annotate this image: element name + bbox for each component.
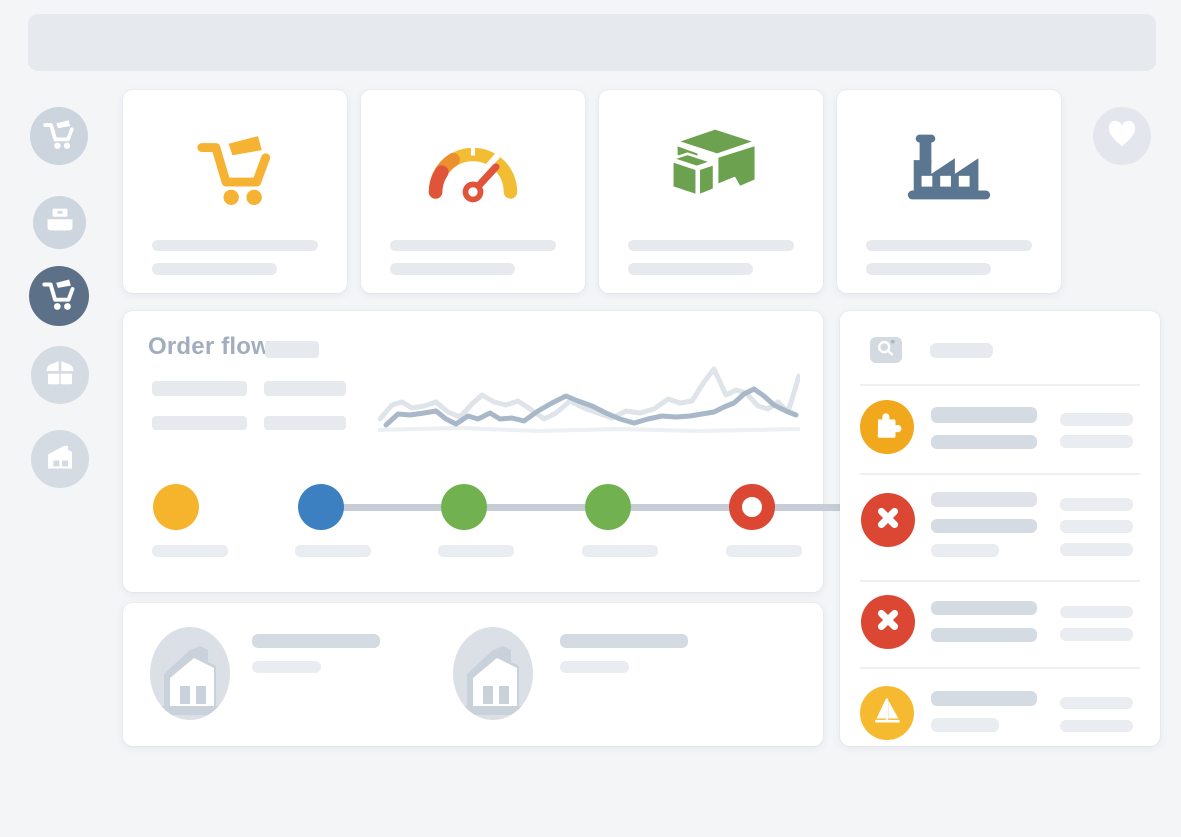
sidebar-item-print[interactable]	[33, 196, 86, 249]
placeholder-bar	[152, 416, 247, 430]
cart-icon	[42, 118, 76, 154]
timeline-step-2[interactable]	[298, 484, 344, 530]
timeline-label	[582, 545, 658, 557]
sidebar-item-orders-active[interactable]	[29, 266, 89, 326]
placeholder-bar	[931, 407, 1037, 423]
placeholder-bar	[390, 240, 556, 251]
shopping-cart-icon	[123, 112, 347, 224]
stat-card-production[interactable]	[837, 90, 1061, 293]
placeholder-bar	[152, 381, 247, 396]
placeholder-bar	[264, 416, 346, 430]
timeline-label	[295, 545, 371, 557]
placeholder-bar	[931, 718, 999, 732]
placeholder-bar	[252, 661, 321, 673]
list-divider	[860, 384, 1140, 386]
storefront-icon	[44, 443, 76, 475]
placeholder-bar	[560, 634, 688, 648]
placeholder-bar	[931, 691, 1037, 706]
heart-icon	[1107, 120, 1137, 153]
alert-row-status[interactable]	[860, 400, 914, 454]
placeholder-bar	[1060, 543, 1133, 556]
placeholder-bar	[931, 601, 1037, 615]
order-flow-sparkline	[378, 366, 800, 433]
placeholder-bar	[252, 634, 380, 648]
placeholder-bar	[1060, 697, 1133, 709]
placeholder-bar	[152, 240, 318, 251]
open-box-icon	[44, 359, 76, 392]
search-icon	[874, 338, 898, 363]
timeline-label	[438, 545, 514, 557]
cart-icon	[41, 277, 77, 315]
stat-card-shipments[interactable]	[599, 90, 823, 293]
timeline-step-1[interactable]	[153, 484, 199, 530]
placeholder-bar	[931, 544, 999, 557]
warehouse-icon	[150, 627, 230, 720]
search-button[interactable]	[870, 337, 902, 363]
stat-card-performance[interactable]	[361, 90, 585, 293]
puzzle-icon	[870, 408, 904, 446]
partners-panel	[123, 603, 823, 746]
placeholder-bar	[1060, 498, 1133, 511]
list-divider	[860, 580, 1140, 582]
partner-item[interactable]	[453, 627, 533, 720]
placeholder-bar	[390, 263, 515, 275]
timeline-step-3[interactable]	[441, 484, 487, 530]
title-badge	[265, 341, 319, 358]
placeholder-bar	[931, 492, 1037, 507]
placeholder-bar	[1060, 628, 1133, 641]
timeline-label	[726, 545, 802, 557]
sidebar-item-store[interactable]	[31, 430, 89, 488]
placeholder-bar	[1060, 435, 1133, 448]
placeholder-bar	[560, 661, 629, 673]
list-divider	[860, 667, 1140, 669]
placeholder-bar	[628, 240, 794, 251]
sailboat-icon	[871, 695, 903, 732]
alert-row-status[interactable]	[861, 493, 915, 547]
top-bar	[28, 14, 1156, 71]
placeholder-bar	[930, 343, 993, 358]
placeholder-bar	[1060, 520, 1133, 533]
list-divider	[860, 473, 1140, 475]
placeholder-bar	[931, 435, 1037, 449]
alert-row-status[interactable]	[860, 686, 914, 740]
printer-icon	[45, 207, 75, 239]
sidebar-item-inventory[interactable]	[31, 346, 89, 404]
placeholder-bar	[1060, 720, 1133, 732]
package-icon	[599, 112, 823, 224]
sidebar-item-cart[interactable]	[30, 107, 88, 165]
placeholder-bar	[1060, 413, 1133, 426]
x-icon	[873, 503, 903, 538]
warehouse-icon	[453, 627, 533, 720]
timeline-label	[152, 545, 228, 557]
placeholder-bar	[264, 381, 346, 396]
gauge-icon	[361, 112, 585, 224]
timeline-step-4[interactable]	[585, 484, 631, 530]
timeline-step-5[interactable]	[729, 484, 775, 530]
placeholder-bar	[152, 263, 277, 275]
placeholder-bar	[866, 263, 991, 275]
placeholder-bar	[1060, 606, 1133, 618]
x-icon	[873, 605, 903, 640]
alert-row-status[interactable]	[861, 595, 915, 649]
partner-item[interactable]	[150, 627, 230, 720]
placeholder-bar	[931, 519, 1037, 533]
placeholder-bar	[931, 628, 1037, 642]
panel-title: Order flow	[148, 333, 271, 360]
stat-card-orders[interactable]	[123, 90, 347, 293]
placeholder-bar	[628, 263, 753, 275]
factory-icon	[837, 112, 1061, 224]
placeholder-bar	[866, 240, 1032, 251]
favorite-button[interactable]	[1093, 107, 1151, 165]
